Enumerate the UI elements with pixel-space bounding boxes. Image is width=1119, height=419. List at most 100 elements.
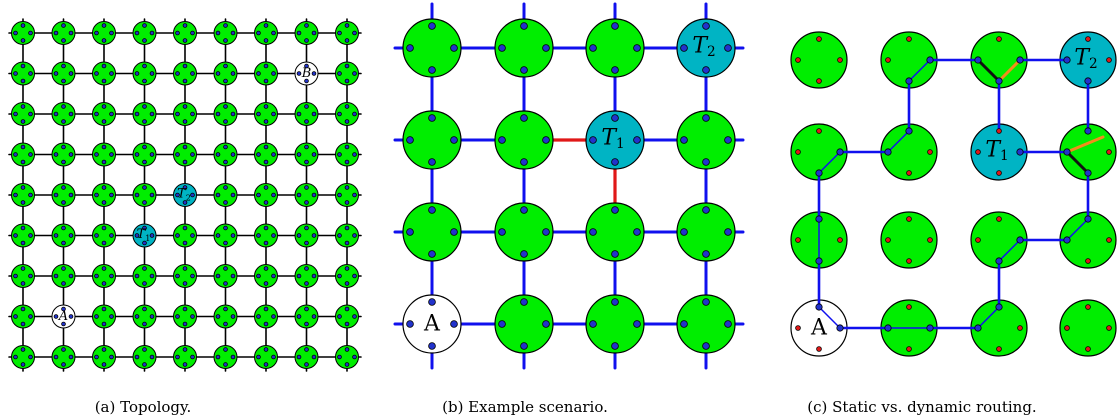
qubit-node	[51, 223, 76, 248]
port	[175, 314, 180, 319]
node-label-t2-subscript: 2	[1089, 56, 1098, 72]
qubit-node	[402, 202, 462, 262]
port-free	[1106, 57, 1112, 63]
port	[304, 200, 309, 205]
target-node-t2	[676, 18, 736, 78]
port	[53, 111, 59, 117]
port	[498, 136, 506, 144]
port	[223, 200, 228, 205]
port	[68, 233, 74, 238]
qubit-node	[494, 202, 554, 262]
port	[61, 38, 66, 43]
target-node-t2	[173, 183, 197, 207]
qubit-node	[213, 61, 238, 86]
port	[352, 71, 357, 76]
port	[311, 233, 317, 238]
port-free	[1106, 149, 1112, 155]
qubit-node	[213, 102, 238, 126]
port	[263, 159, 269, 165]
qubit-node	[51, 21, 76, 45]
qubit-node	[335, 304, 359, 329]
endpoint-node-a	[51, 304, 76, 329]
port-free	[975, 237, 981, 243]
port-free	[996, 346, 1002, 352]
port	[680, 228, 688, 236]
port	[20, 240, 26, 246]
port	[406, 228, 414, 236]
port-used	[884, 148, 892, 156]
port	[134, 273, 140, 279]
qubit-node	[173, 304, 197, 329]
port	[223, 362, 228, 367]
qubit-node	[11, 264, 35, 288]
node-label-t1-subscript: 1	[1000, 148, 1009, 164]
internal-link	[818, 306, 841, 329]
qubit-node	[254, 223, 278, 248]
qubit-node	[676, 294, 736, 354]
qubit-node	[92, 102, 116, 126]
port	[61, 321, 66, 327]
port	[182, 104, 188, 109]
qubit-node	[335, 21, 359, 45]
port	[352, 314, 357, 319]
port	[344, 104, 350, 109]
qubit-node	[11, 102, 35, 126]
port	[230, 71, 236, 76]
endpoint-node-b	[294, 61, 319, 86]
port	[223, 78, 228, 84]
port	[142, 144, 147, 150]
port-used	[926, 324, 934, 332]
qubit-node	[254, 61, 278, 86]
qubit-node	[213, 183, 238, 207]
port	[53, 152, 59, 157]
port-used	[1016, 236, 1024, 244]
node-label-t1-subscript: 1	[145, 234, 150, 243]
port	[101, 281, 107, 286]
port	[311, 273, 317, 279]
port	[101, 23, 107, 28]
caption-c: (c) Static vs. dynamic routing.	[807, 398, 1036, 416]
port	[611, 342, 619, 350]
port-free	[885, 57, 891, 63]
port	[53, 314, 59, 319]
qubit-node	[294, 304, 319, 329]
port	[61, 225, 66, 231]
port	[20, 185, 26, 190]
port	[311, 354, 317, 360]
port	[94, 314, 99, 319]
port	[94, 152, 99, 157]
port	[134, 152, 140, 157]
port	[263, 78, 269, 84]
port	[94, 30, 99, 36]
port	[702, 66, 710, 74]
port	[223, 240, 228, 246]
port	[101, 347, 107, 352]
port	[296, 192, 302, 198]
caption-a: (a) Topology.	[95, 398, 192, 416]
qubit-node	[213, 264, 238, 288]
static-route-link	[976, 58, 1001, 83]
port	[344, 200, 350, 205]
port-used	[995, 257, 1003, 265]
port	[149, 152, 155, 157]
port-used	[815, 215, 823, 223]
port	[498, 44, 506, 52]
node-label-t2-subscript: 2	[707, 44, 716, 60]
port-free	[996, 170, 1002, 176]
port-used	[815, 169, 823, 177]
qubit-node	[51, 142, 76, 167]
port	[304, 144, 309, 150]
port-used	[926, 56, 934, 64]
port	[520, 66, 528, 74]
port	[304, 63, 309, 69]
qubit-node	[173, 223, 197, 248]
port	[263, 200, 269, 205]
target-node-t1	[132, 223, 157, 248]
port	[149, 273, 155, 279]
port	[256, 71, 261, 76]
port	[520, 22, 528, 30]
port	[182, 362, 188, 367]
port	[304, 225, 309, 231]
port-free	[795, 237, 801, 243]
port-used	[995, 77, 1003, 85]
